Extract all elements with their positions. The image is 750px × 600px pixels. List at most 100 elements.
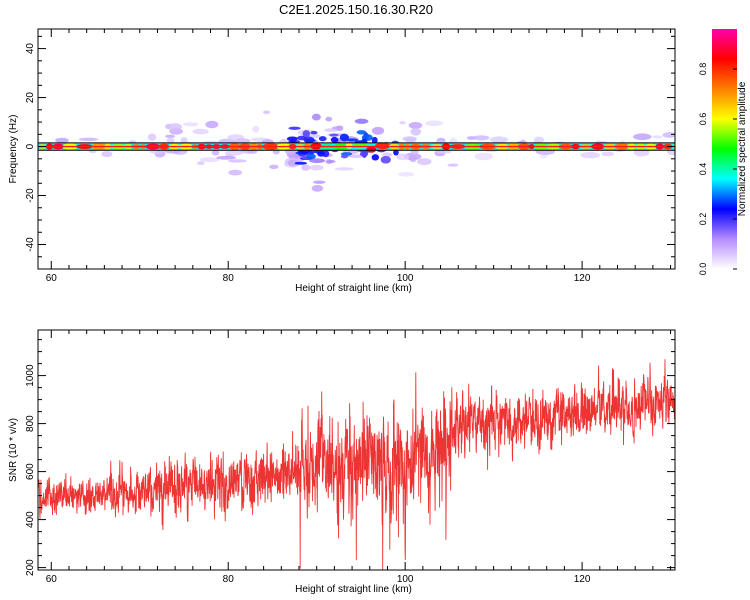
peak-blob <box>318 136 327 142</box>
peak-blob <box>371 136 378 144</box>
band-segment <box>366 146 377 153</box>
colorbar-tick-label: 0.4 <box>698 163 708 176</box>
y-axis-label: SNR (10 * v/v) <box>8 418 19 482</box>
x-tick-label: 120 <box>574 574 591 585</box>
halo-blob <box>227 159 247 163</box>
halo-blob <box>410 127 422 136</box>
colorbar-tick-label: 0.8 <box>698 63 708 76</box>
halo-blob <box>301 164 310 171</box>
peak-blob <box>294 161 307 165</box>
y-tick-label: 200 <box>25 559 36 576</box>
halo-blob <box>78 137 99 142</box>
halo-blob <box>409 154 417 163</box>
halo-blob <box>331 126 343 130</box>
halo-blob <box>354 118 369 124</box>
halo-blob <box>269 164 279 170</box>
halo-blob <box>632 133 652 141</box>
y-tick-label: 40 <box>25 43 36 55</box>
peak-blob <box>393 149 399 156</box>
snr-line <box>38 359 675 570</box>
spectrogram-panel: 60 80 100 120 -40 -20 0 20 40 Height of straight … <box>8 28 676 294</box>
halo-blob <box>263 110 271 115</box>
bottom-frame <box>37 329 676 571</box>
x-tick-label: 120 <box>574 273 591 284</box>
halo-blob <box>425 120 444 127</box>
halo-blob <box>399 121 406 125</box>
halo-blob <box>408 122 423 129</box>
halo-blob <box>489 136 509 143</box>
colorbar-label: Normalized spectral amplitude <box>737 81 748 216</box>
halo-blob <box>199 157 220 163</box>
colorbar-tick-label: 0.2 <box>698 213 708 226</box>
halo-blob <box>182 122 199 127</box>
colorbar-tick-label: 0.6 <box>698 113 708 126</box>
peak-blob <box>306 153 316 160</box>
halo-blob <box>147 133 157 141</box>
halo-blob <box>417 158 432 166</box>
halo-blob <box>309 158 325 164</box>
peak-blob <box>286 136 298 142</box>
peak-blob <box>380 155 391 164</box>
halo-blob <box>235 138 251 144</box>
halo-blob <box>228 169 243 176</box>
halo-blob <box>101 151 113 158</box>
halo-blob <box>633 148 650 157</box>
halo-blob <box>435 149 452 154</box>
halo-blob <box>601 151 615 157</box>
x-tick-label: 60 <box>46 273 58 284</box>
x-tick-label: 100 <box>397 273 414 284</box>
halo-blob <box>325 116 333 122</box>
y-tick-label: 20 <box>25 92 36 104</box>
x-tick-label: 80 <box>223 574 235 585</box>
band-segment <box>320 144 336 151</box>
peak-blob <box>356 130 367 135</box>
snr-panel: 60 80 100 120 200 400 600 800 1000 Height of stra… <box>8 329 676 595</box>
snr-series <box>38 359 675 570</box>
peak-blob <box>330 136 339 143</box>
halo-blob <box>311 113 321 121</box>
y-tick-label: 800 <box>25 415 36 432</box>
halo-blob <box>196 161 205 166</box>
halo-blob <box>224 150 244 156</box>
peak-blob <box>288 126 301 130</box>
x-axis-label: Height of straight line (km) <box>295 283 412 294</box>
y-tick-label: -20 <box>25 188 36 203</box>
halo-blob <box>539 154 548 159</box>
halo-blob <box>472 135 490 141</box>
peak-blob <box>359 151 369 157</box>
halo-blob <box>466 136 476 140</box>
halo-blob <box>580 151 601 159</box>
halo-blob <box>287 159 299 167</box>
y-tick-label: -40 <box>25 237 36 252</box>
peak-blob <box>322 150 330 158</box>
halo-blob <box>652 135 663 139</box>
halo-blob <box>398 172 415 177</box>
halo-blob <box>334 167 354 171</box>
halo-blob <box>166 137 175 144</box>
halo-blob <box>313 180 326 184</box>
halo-blob <box>447 163 459 167</box>
chart-title: C2E1.2025.150.16.30.R20 <box>279 2 433 17</box>
halo-blob <box>216 155 237 160</box>
halo-blob <box>180 137 188 144</box>
colorbar-tick-label: 0.0 <box>698 263 708 276</box>
peak-blob <box>304 138 316 143</box>
colorbar-gradient <box>712 29 737 269</box>
halo-blob <box>192 128 209 135</box>
halo-blob <box>402 136 417 142</box>
peak-blob <box>339 133 349 142</box>
y-tick-label: 1000 <box>25 364 36 387</box>
peak-blob <box>329 133 339 137</box>
halo-blob <box>165 134 176 139</box>
peak-blob <box>371 154 380 161</box>
halo-blob <box>346 154 366 158</box>
x-tick-label: 80 <box>223 273 235 284</box>
halo-blob <box>205 120 219 129</box>
top-frame <box>37 28 676 270</box>
halo-blob <box>474 152 494 161</box>
y-tick-label: 400 <box>25 511 36 528</box>
spectrogram-heatmap <box>38 110 675 192</box>
band-segment <box>351 143 369 149</box>
